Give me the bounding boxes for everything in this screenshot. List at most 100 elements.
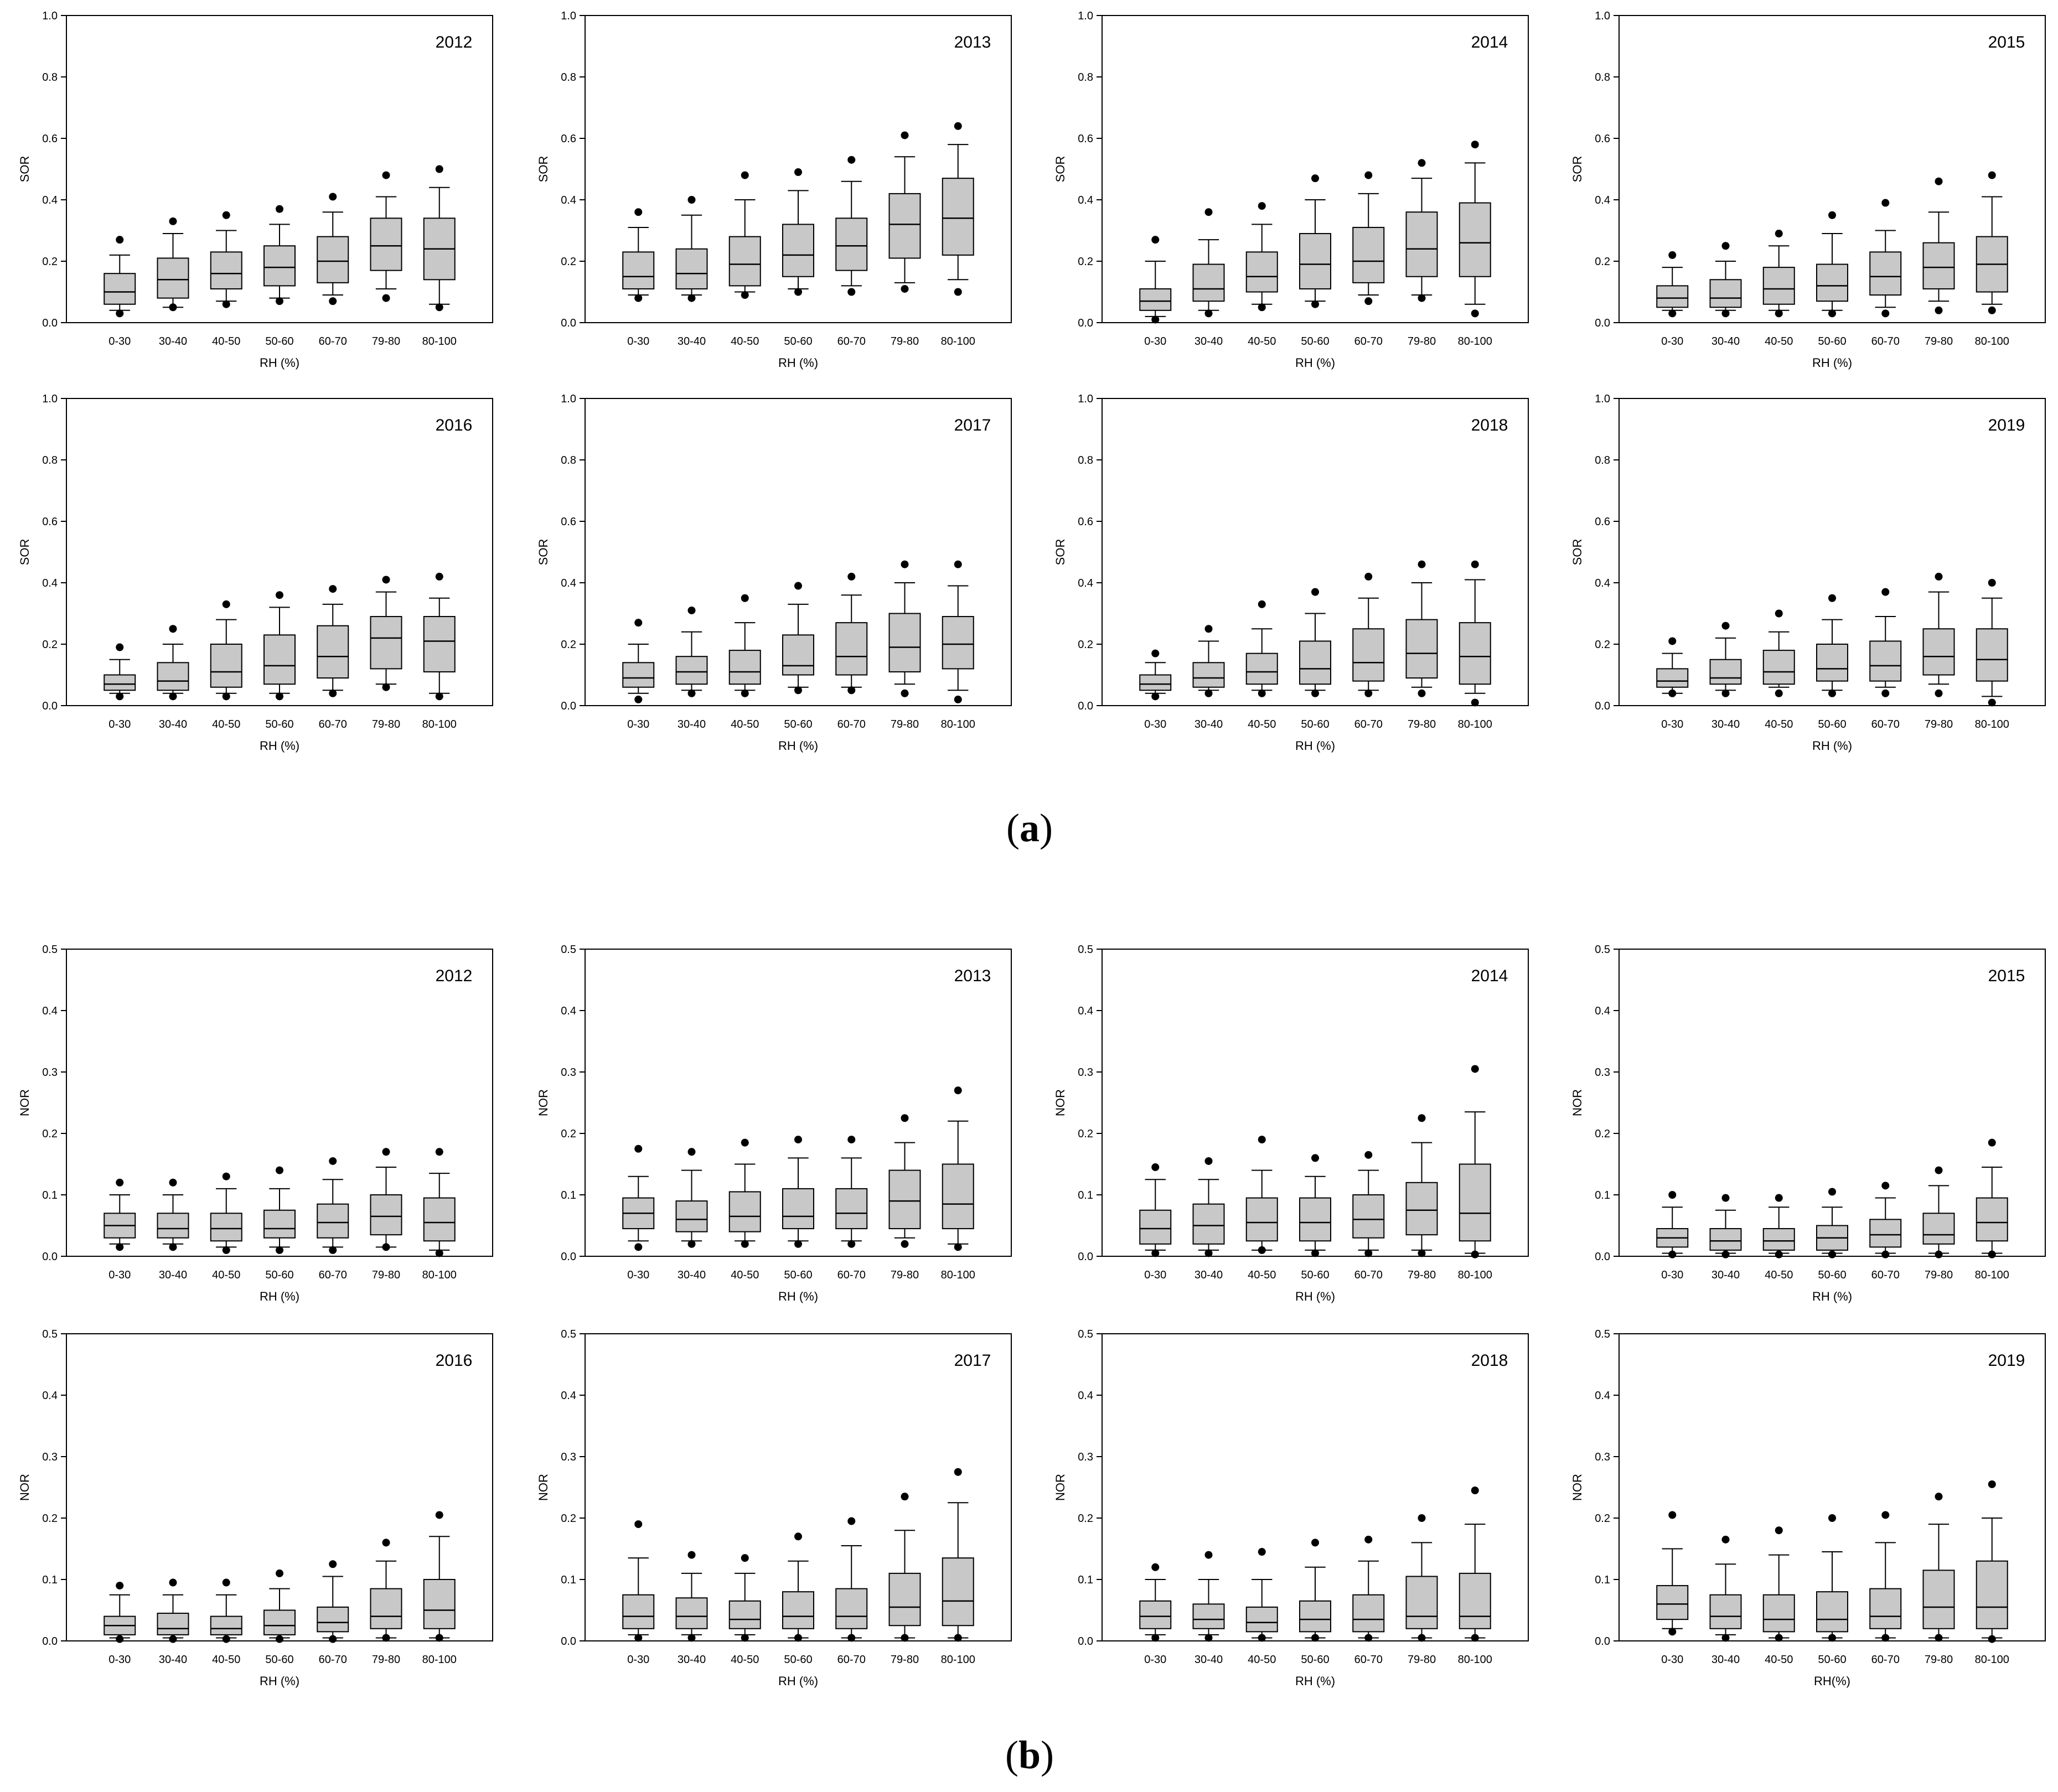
y-tick-label: 0.4 xyxy=(561,1005,576,1017)
outlier-upper xyxy=(687,1148,696,1156)
box-iqr xyxy=(1976,628,2008,682)
x-tick-label: 30-40 xyxy=(678,335,706,348)
x-tick-label: 0-30 xyxy=(1144,718,1166,731)
outlier-lower xyxy=(1881,689,1890,697)
box-iqr xyxy=(157,662,189,691)
y-tick-label: 0.2 xyxy=(1595,639,1610,651)
x-tick-label: 50-60 xyxy=(784,1654,812,1666)
box-iqr xyxy=(263,634,296,685)
y-tick-label: 0.2 xyxy=(1078,256,1093,268)
chart-b-2019: 0.0 0.1 0.2 0.3 0.4 0.5 NOR 2019 0-30 30-40 40-50 5… xyxy=(1570,1328,2046,1688)
box-iqr xyxy=(1245,251,1278,293)
box-79-80: 79-80 xyxy=(888,560,921,731)
y-tick-label: 0.1 xyxy=(561,1189,576,1201)
outlier-upper xyxy=(169,217,177,225)
y-tick-label: 0.6 xyxy=(1078,516,1093,528)
x-axis-label: RH (%) xyxy=(778,1289,818,1303)
y-tick-label: 0.5 xyxy=(1595,1328,1610,1340)
box-iqr xyxy=(622,662,655,688)
y-tick-label: 0.1 xyxy=(561,1574,576,1586)
x-tick-label: 0-30 xyxy=(108,1269,131,1281)
box-iqr xyxy=(1869,251,1902,296)
outlier-lower xyxy=(1828,309,1836,318)
y-axis-label: NOR xyxy=(18,1089,32,1116)
box-50-60: 50-60 xyxy=(782,582,814,731)
y-tick-label: 0.4 xyxy=(42,577,58,589)
outlier-lower xyxy=(794,1634,802,1642)
y-tick-label: 0.0 xyxy=(1595,317,1610,329)
box-iqr xyxy=(1245,1606,1278,1633)
x-tick-label: 60-70 xyxy=(319,335,347,348)
outlier-upper xyxy=(687,196,696,204)
y-tick-label: 0.3 xyxy=(1078,1451,1093,1463)
y-tick-label: 0.5 xyxy=(1078,944,1093,956)
box-iqr xyxy=(1459,1572,1491,1629)
box-iqr xyxy=(263,245,296,287)
box-60-70: 60-70 xyxy=(1869,588,1902,731)
outlier-lower xyxy=(116,1243,124,1251)
outlier-lower xyxy=(1471,1250,1479,1258)
box-60-70: 60-70 xyxy=(317,1157,349,1281)
box-iqr xyxy=(1352,628,1385,682)
outlier-lower xyxy=(1935,306,1943,314)
outlier-upper xyxy=(276,205,283,213)
y-tick-label: 1.0 xyxy=(1595,10,1610,22)
x-tick-label: 30-40 xyxy=(1195,335,1223,348)
box-50-60: 50-60 xyxy=(1299,174,1331,348)
x-tick-label: 30-40 xyxy=(1195,1654,1223,1666)
x-tick-label: 79-80 xyxy=(372,1269,400,1281)
outlier-lower xyxy=(1258,303,1266,312)
box-iqr xyxy=(835,217,868,271)
x-axis-label: RH (%) xyxy=(260,739,299,753)
x-axis-label: RH (%) xyxy=(778,1674,818,1688)
box-iqr xyxy=(423,1579,456,1629)
box-79-80: 79-80 xyxy=(370,1148,402,1281)
box-iqr xyxy=(1459,202,1491,277)
chart-year-title: 2017 xyxy=(954,416,991,434)
y-tick-label: 0.2 xyxy=(42,1513,58,1525)
box-iqr xyxy=(317,1203,349,1239)
x-axis-label: RH (%) xyxy=(1812,356,1852,370)
outlier-upper xyxy=(329,585,337,593)
box-30-40: 30-40 xyxy=(675,196,708,348)
chart-year-title: 2015 xyxy=(1988,33,2025,51)
outlier-lower xyxy=(847,1634,856,1642)
box-79-80: 79-80 xyxy=(1405,1114,1438,1281)
outlier-upper xyxy=(1775,609,1783,618)
x-tick-label: 50-60 xyxy=(1818,1269,1846,1281)
outlier-lower xyxy=(847,1240,856,1248)
outlier-lower xyxy=(794,686,802,695)
box-0-30: 0-30 xyxy=(104,236,136,348)
box-iqr xyxy=(1869,640,1902,682)
x-tick-label: 40-50 xyxy=(212,718,240,731)
x-tick-label: 50-60 xyxy=(1301,718,1329,731)
outlier-lower xyxy=(329,1246,337,1254)
outlier-upper xyxy=(901,1493,909,1501)
box-30-40: 30-40 xyxy=(1192,625,1225,731)
y-tick-label: 0.8 xyxy=(42,71,58,84)
outlier-upper xyxy=(847,1517,856,1525)
x-tick-label: 0-30 xyxy=(1661,335,1683,348)
outlier-lower xyxy=(169,303,177,312)
outlier-lower xyxy=(1881,1250,1890,1258)
box-30-40: 30-40 xyxy=(1192,208,1225,348)
x-tick-label: 50-60 xyxy=(1301,1654,1329,1666)
y-tick-label: 0.0 xyxy=(561,1635,576,1648)
box-60-70: 60-70 xyxy=(835,1517,868,1666)
outlier-lower xyxy=(634,1634,643,1642)
box-iqr xyxy=(728,1600,761,1629)
box-iqr xyxy=(1459,622,1491,685)
x-tick-label: 60-70 xyxy=(319,1269,347,1281)
box-iqr xyxy=(782,1188,814,1230)
outlier-upper xyxy=(1471,1487,1479,1495)
outlier-lower xyxy=(741,1240,749,1248)
y-axis-label: SOR xyxy=(1053,156,1067,183)
box-iqr xyxy=(622,251,655,289)
x-tick-label: 0-30 xyxy=(108,718,131,731)
box-79-80: 79-80 xyxy=(1405,1514,1438,1666)
outlier-lower xyxy=(222,300,230,308)
x-tick-label: 40-50 xyxy=(731,335,759,348)
x-tick-label: 0-30 xyxy=(627,1654,649,1666)
box-60-70: 60-70 xyxy=(1869,1182,1902,1281)
x-axis-label: RH (%) xyxy=(778,739,818,753)
